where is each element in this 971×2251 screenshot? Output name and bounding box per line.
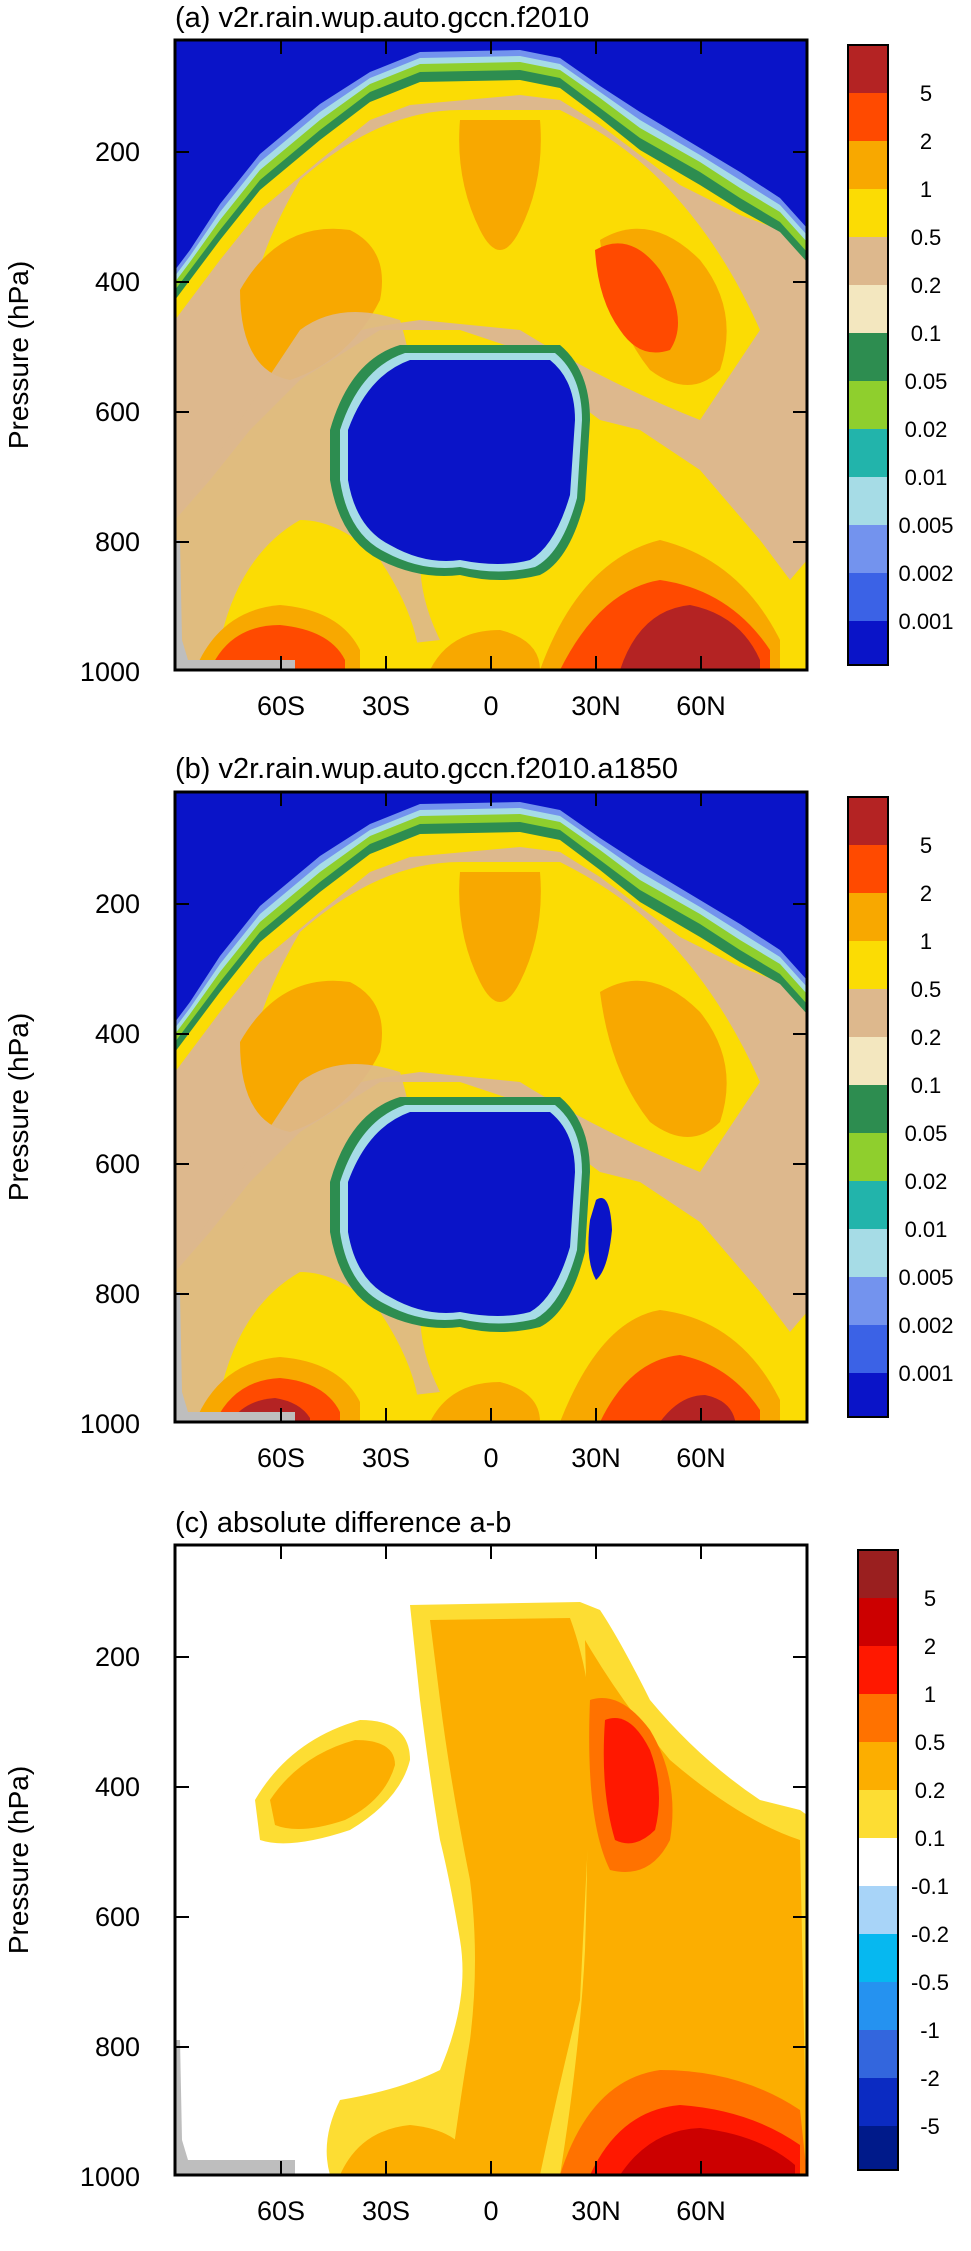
- y-tick-label: 1000: [80, 1409, 140, 1439]
- x-tick-label: 30N: [571, 2196, 621, 2226]
- panel-a-x-axis: 60S 30S 0 30N 60N: [257, 691, 726, 721]
- colorbar-label: 0.05: [905, 1121, 948, 1146]
- colorbar-label: 0.005: [898, 1265, 953, 1290]
- colorbar-label: -5: [920, 2114, 940, 2139]
- panel-c-x-axis: 60S 30S 0 30N 60N: [257, 2196, 726, 2226]
- colorbar-label: 1: [924, 1682, 936, 1707]
- colorbar-label: 0.02: [905, 1169, 948, 1194]
- x-tick-label: 30N: [571, 1443, 621, 1473]
- x-tick-label: 30S: [362, 2196, 410, 2226]
- x-tick-label: 60S: [257, 691, 305, 721]
- y-axis-label: Pressure (hPa): [3, 261, 34, 449]
- x-tick-label: 60S: [257, 1443, 305, 1473]
- colorbar-label: 0.1: [911, 1073, 942, 1098]
- colorbar-label: -1: [920, 2018, 940, 2043]
- colorbar-label: 0.1: [911, 321, 942, 346]
- panel-b: (b) v2r.rain.wup.auto.gccn.f2010.a1850: [3, 753, 954, 1473]
- colorbar-label: 0.01: [905, 465, 948, 490]
- y-tick-label: 1000: [80, 657, 140, 687]
- colorbar-label: 0.01: [905, 1217, 948, 1242]
- x-tick-label: 30S: [362, 1443, 410, 1473]
- panel-b-title: (b) v2r.rain.wup.auto.gccn.f2010.a1850: [175, 753, 678, 785]
- panel-b-field: [175, 792, 807, 1422]
- y-tick-label: 400: [95, 1019, 140, 1049]
- y-tick-label: 800: [95, 2032, 140, 2062]
- x-tick-label: 0: [483, 691, 498, 721]
- panel-c-y-axis: 200 400 600 800 1000 Pressure (hPa): [3, 1642, 140, 2192]
- x-tick-label: 0: [483, 2196, 498, 2226]
- panel-b-y-axis: 200 400 600 800 1000 Pressure (hPa): [3, 889, 140, 1439]
- y-tick-label: 400: [95, 267, 140, 297]
- y-tick-label: 200: [95, 137, 140, 167]
- panel-c-title: (c) absolute difference a-b: [175, 1507, 511, 1539]
- y-tick-label: 200: [95, 889, 140, 919]
- colorbar-label: 2: [920, 129, 932, 154]
- colorbar-label: 0.2: [911, 273, 942, 298]
- colorbar-label: 0.002: [898, 1313, 953, 1338]
- x-tick-label: 0: [483, 1443, 498, 1473]
- colorbar-label: -0.1: [911, 1874, 949, 1899]
- panel-a-ticks: [175, 40, 807, 670]
- panel-c-ticks: [175, 1545, 807, 2175]
- panel-a: (a) v2r.rain.wup.auto.gccn.f2010: [3, 2, 954, 721]
- colorbar-label: 1: [920, 929, 932, 954]
- x-tick-label: 60N: [676, 2196, 726, 2226]
- y-tick-label: 400: [95, 1772, 140, 1802]
- panel-a-title: (a) v2r.rain.wup.auto.gccn.f2010: [175, 2, 589, 34]
- x-tick-label: 60N: [676, 691, 726, 721]
- colorbar-label: 0.001: [898, 609, 953, 634]
- y-tick-label: 800: [95, 527, 140, 557]
- y-tick-label: 600: [95, 397, 140, 427]
- colorbar-label: -0.5: [911, 1970, 949, 1995]
- panel-b-ticks: [175, 792, 807, 1422]
- colorbar-label: 0.02: [905, 417, 948, 442]
- x-tick-label: 60S: [257, 2196, 305, 2226]
- y-tick-label: 600: [95, 1149, 140, 1179]
- colorbar-label: 5: [920, 81, 932, 106]
- colorbar-label: -2: [920, 2066, 940, 2091]
- colorbar-label: 2: [920, 881, 932, 906]
- panel-c-colorbar: 5 2 1 0.5 0.2 0.1 -0.1 -0.2 -0.5 -1 -2 -…: [857, 1549, 949, 2171]
- colorbar-label: 0.5: [915, 1730, 946, 1755]
- panel-a-y-axis: 200 400 600 800 1000 Pressure (hPa): [3, 137, 140, 687]
- panel-c-field: [175, 1545, 807, 2175]
- y-tick-label: 600: [95, 1902, 140, 1932]
- colorbar-label: 0.002: [898, 561, 953, 586]
- x-tick-label: 60N: [676, 1443, 726, 1473]
- y-axis-label: Pressure (hPa): [3, 1766, 34, 1954]
- colorbar-label: 5: [924, 1586, 936, 1611]
- y-tick-label: 1000: [80, 2162, 140, 2192]
- colorbar-label: 0.001: [898, 1361, 953, 1386]
- x-tick-label: 30S: [362, 691, 410, 721]
- colorbar-label: -0.2: [911, 1922, 949, 1947]
- y-tick-label: 800: [95, 1279, 140, 1309]
- y-tick-label: 200: [95, 1642, 140, 1672]
- colorbar-label: 0.2: [911, 1025, 942, 1050]
- panel-a-field: [175, 40, 807, 670]
- colorbar-label: 0.5: [911, 977, 942, 1002]
- panel-c: (c) absolute difference a-b 200 400 600 …: [3, 1507, 949, 2226]
- colorbar-label: 5: [920, 833, 932, 858]
- panel-b-x-axis: 60S 30S 0 30N 60N: [257, 1443, 726, 1473]
- colorbar-label: 1: [920, 177, 932, 202]
- colorbar-label: 0.05: [905, 369, 948, 394]
- colorbar-label: 0.005: [898, 513, 953, 538]
- y-axis-label: Pressure (hPa): [3, 1013, 34, 1201]
- colorbar-label: 0.1: [915, 1826, 946, 1851]
- panel-b-colorbar: 5 2 1 0.5 0.2 0.1 0.05 0.02 0.01 0.005 0…: [847, 796, 954, 1418]
- colorbar-label: 0.2: [915, 1778, 946, 1803]
- x-tick-label: 30N: [571, 691, 621, 721]
- panel-a-colorbar: 5 2 1 0.5 0.2 0.1 0.05 0.02 0.01 0.005 0…: [847, 44, 954, 666]
- colorbar-label: 2: [924, 1634, 936, 1659]
- colorbar-label: 0.5: [911, 225, 942, 250]
